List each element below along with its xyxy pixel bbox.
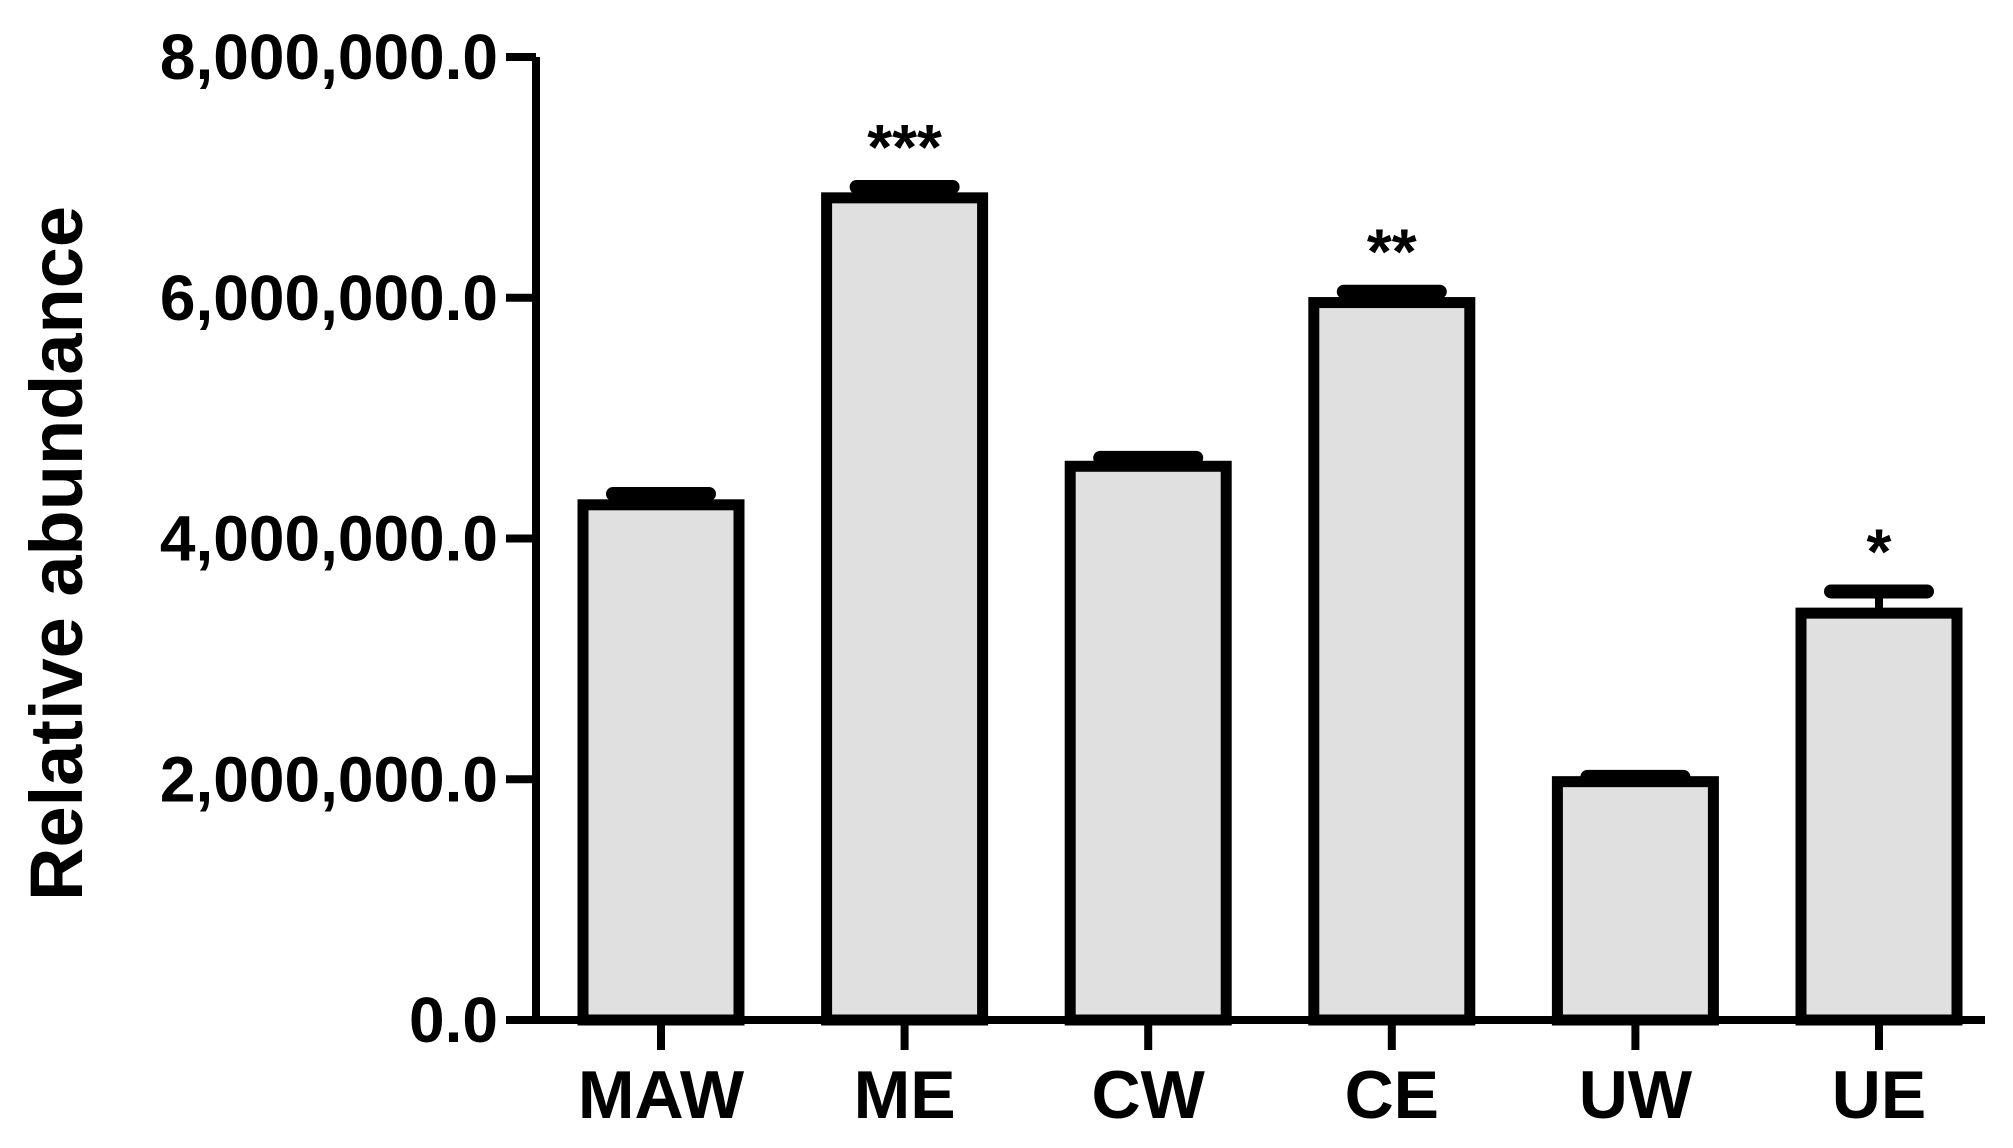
bar-cw [1064,460,1232,1026]
y-tick-label: 0.0 [409,984,498,1056]
significance-label: *** [867,111,942,183]
y-tick-label: 2,000,000.0 [160,743,498,815]
y-tick-label: 6,000,000.0 [160,262,498,334]
bar-me [821,192,989,1026]
y-tick-label: 8,000,000.0 [160,21,498,93]
y-axis: 0.0 2,000,000.0 4,000,000.0 6,000,000.0 8,00… [160,21,540,1056]
bar-ce [1308,297,1476,1026]
x-tick-label: MAW [578,1057,745,1133]
significance-label: * [1867,515,1892,587]
labels: MAW ME *** CW CE ** UW UE * [578,111,1926,1133]
x-tick-label: ME [854,1057,956,1133]
significance-label: ** [1367,216,1417,288]
y-tick-label: 4,000,000.0 [160,503,498,575]
y-axis-label: Relative abundance [15,206,98,901]
x-tick-label: CE [1345,1057,1439,1133]
x-tick-label: CW [1092,1057,1206,1133]
bar-maw [577,499,745,1026]
x-tick-label: UW [1579,1057,1693,1133]
bar-ue [1795,607,1963,1026]
bar-uw [1551,776,1719,1026]
x-tick-label: UE [1832,1057,1926,1133]
x-axis [532,1016,1985,1050]
bars [577,180,1963,1026]
